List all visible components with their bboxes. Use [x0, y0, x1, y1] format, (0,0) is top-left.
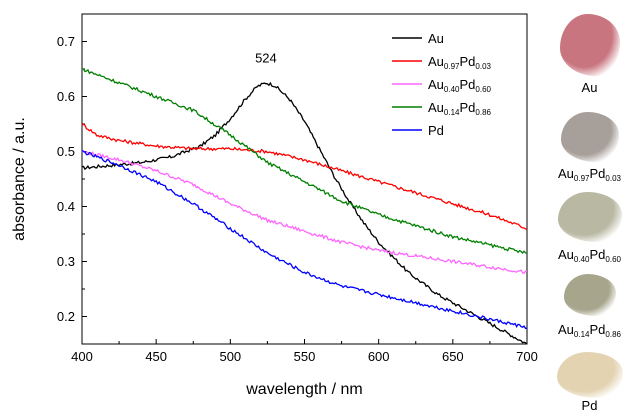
- x-tick-label: 700: [516, 349, 538, 364]
- peak-annotation: 524: [255, 50, 277, 65]
- sample-au097pd003-label: Au0.97Pd0.03: [558, 166, 621, 183]
- sample-au040pd060: Au0.40Pd0.60: [540, 192, 639, 267]
- x-axis-label: wavelength / nm: [245, 381, 363, 398]
- x-tick-label: 450: [145, 349, 167, 364]
- series-line-au097pd003: [81, 123, 528, 231]
- x-tick-label: 650: [442, 349, 464, 364]
- x-tick-label: 550: [294, 349, 316, 364]
- y-tick-label: 0.2: [57, 309, 75, 324]
- sample-au040pd060-label: Au0.40Pd0.60: [558, 247, 621, 264]
- absorbance-chart: 400 450 500 550 600 650 700 0.2 0.3 0.4 0.5 0.6 0.7 w…: [11, 13, 538, 398]
- sample-pd: Pd: [540, 352, 639, 418]
- series-line-pd: [81, 149, 528, 330]
- y-axis-label: absorbance / a.u.: [11, 117, 28, 241]
- sample-pd-powder: [556, 352, 623, 398]
- sample-au014pd086-powder: [563, 274, 616, 316]
- x-tick-label: 600: [368, 349, 390, 364]
- sample-photos: Au Au0.97Pd0.03 Au0.40Pd0.60 Au0.14Pd0.8…: [540, 0, 639, 415]
- sample-au097pd003: Au0.97Pd0.03: [540, 112, 639, 186]
- sample-au014pd086-label: Au0.14Pd0.86: [558, 322, 621, 339]
- series-line-au040pd060: [81, 150, 528, 275]
- sample-au014pd086: Au0.14Pd0.86: [540, 274, 639, 342]
- y-tick-label: 0.6: [57, 89, 75, 104]
- y-tick-label: 0.4: [57, 199, 75, 214]
- x-tick-label: 500: [219, 349, 241, 364]
- legend-label: Pd: [428, 123, 444, 138]
- sample-au040pd060-powder: [557, 192, 622, 242]
- sample-au-powder: [559, 14, 620, 76]
- sample-au: Au: [540, 14, 639, 100]
- sample-au-label: Au: [581, 80, 598, 95]
- x-tick-label: 400: [71, 349, 93, 364]
- legend-label: Au0.14Pd0.86: [428, 100, 492, 117]
- legend-label: Au: [428, 31, 444, 46]
- sample-pd-label: Pd: [581, 398, 598, 413]
- legend-label: Au0.40Pd0.60: [428, 77, 492, 94]
- series-line-au: [81, 81, 528, 345]
- y-tick-label: 0.5: [57, 144, 75, 159]
- y-tick-label: 0.3: [57, 254, 75, 269]
- series-line-au014pd086: [81, 68, 528, 255]
- sample-au097pd003-powder: [560, 112, 619, 162]
- y-tick-label: 0.7: [57, 34, 75, 49]
- legend-label: Au0.97Pd0.03: [428, 54, 492, 71]
